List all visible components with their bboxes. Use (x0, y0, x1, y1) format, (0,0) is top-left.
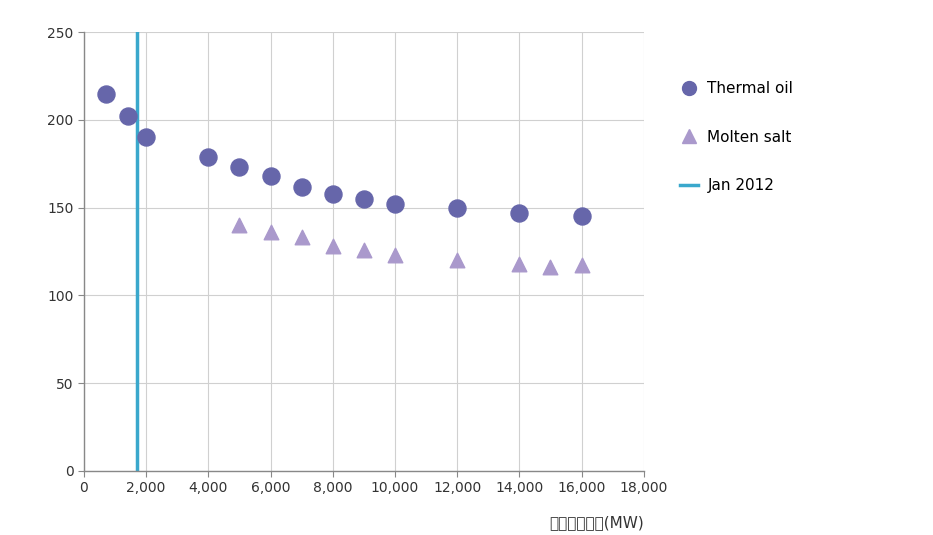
Point (450, 203, 465, 212)
Point (574, 212, 589, 220)
Point (326, 242, 341, 250)
Point (232, 163, 247, 172)
Point (356, 246, 371, 254)
Point (98, 89, 113, 98)
Point (139, 133, 154, 142)
Point (294, 182, 309, 191)
Point (120, 112, 135, 120)
Point (543, 263, 558, 272)
Legend: Thermal oil, Molten salt, Jan 2012: Thermal oil, Molten salt, Jan 2012 (674, 75, 800, 199)
Point (263, 228, 278, 236)
Point (387, 200, 402, 208)
Point (512, 209, 527, 217)
Point (574, 261, 589, 270)
Point (294, 233, 309, 242)
Text: 누적설비용량(MW): 누적설비용량(MW) (549, 515, 644, 530)
Point (356, 195, 371, 203)
Point (263, 172, 278, 180)
Point (512, 259, 527, 268)
Point (326, 189, 341, 198)
Point (387, 251, 402, 259)
Point (201, 152, 216, 161)
Point (450, 256, 465, 264)
Point (232, 221, 247, 230)
